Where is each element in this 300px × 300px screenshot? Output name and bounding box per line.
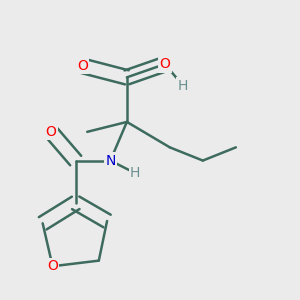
Text: O: O — [77, 59, 88, 73]
Text: N: N — [105, 154, 116, 168]
Text: H: H — [178, 79, 188, 93]
Text: H: H — [130, 166, 140, 180]
Text: O: O — [46, 125, 56, 139]
Text: O: O — [47, 259, 58, 273]
Text: O: O — [159, 57, 170, 71]
